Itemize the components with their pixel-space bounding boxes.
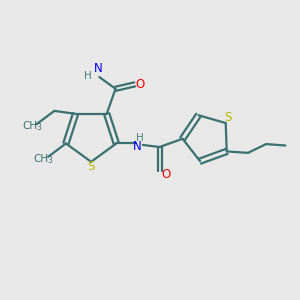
Text: O: O [135,78,145,91]
Text: CH: CH [33,154,48,164]
Text: H: H [136,133,144,142]
Text: CH: CH [22,122,38,131]
Text: H: H [84,70,92,81]
Text: N: N [94,62,103,75]
Text: 3: 3 [47,156,52,165]
Text: 3: 3 [37,123,41,132]
Text: O: O [161,168,171,181]
Text: S: S [224,111,232,124]
Text: S: S [87,160,95,173]
Text: N: N [133,140,142,153]
